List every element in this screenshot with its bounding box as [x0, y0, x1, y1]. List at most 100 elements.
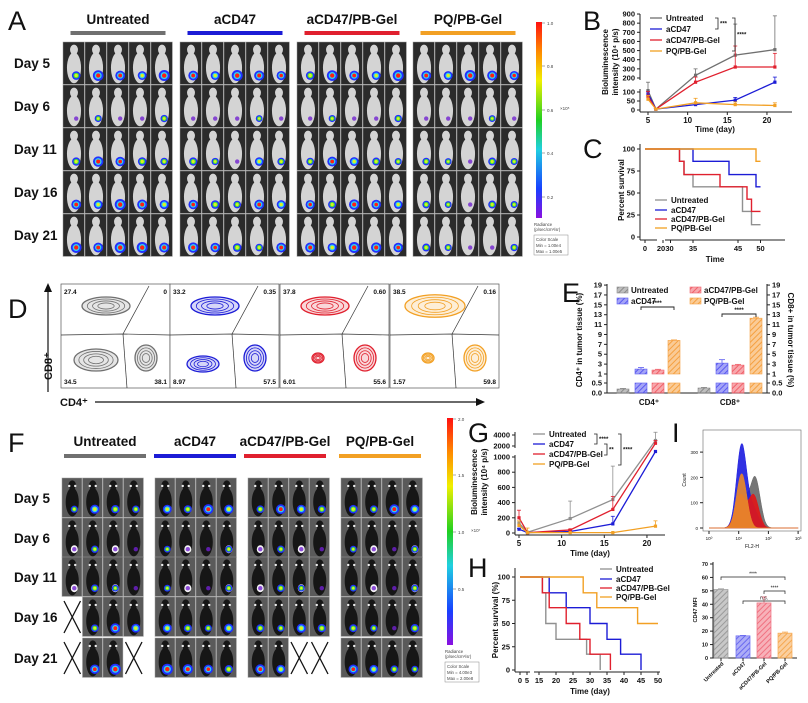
- mouse-eye: [254, 484, 257, 488]
- mouse-body: [66, 95, 82, 127]
- mouse-image: [288, 477, 310, 518]
- bar-pq-pb-gel-cd8: [749, 382, 763, 394]
- contour: [97, 302, 115, 310]
- mouse-eye: [187, 524, 190, 528]
- mouse-head: [326, 87, 334, 98]
- mouse-eye: [280, 563, 283, 567]
- tumor-signal-core: [191, 73, 196, 78]
- mouse-eye: [260, 603, 263, 607]
- mouse-eye: [414, 563, 417, 567]
- x-axis-label: Time (day): [570, 549, 610, 558]
- mouse-eye: [408, 524, 411, 528]
- mouse-head: [442, 216, 450, 227]
- deceased-cross: [310, 641, 329, 675]
- mouse-body: [313, 527, 327, 557]
- tumor-signal-core: [330, 117, 334, 120]
- mouse-head: [109, 599, 117, 609]
- mouse-image: [478, 170, 501, 214]
- mouse-head: [392, 173, 400, 184]
- mouse-eye: [274, 603, 277, 607]
- bar-acd47-cd4: [634, 382, 648, 394]
- tumor-signal-core: [396, 117, 400, 120]
- mouse-image: [245, 213, 268, 257]
- tumor-signal: [113, 547, 118, 552]
- mouse-head: [92, 130, 100, 141]
- mouse-image: [216, 556, 237, 597]
- tumor-signal-core: [257, 73, 262, 78]
- mouse-image: [216, 517, 237, 558]
- tumor-signal-core: [299, 626, 304, 630]
- mouse-image: [201, 41, 224, 85]
- mouse-image: [402, 596, 423, 637]
- contour: [300, 296, 350, 316]
- tumor-signal-core: [279, 586, 283, 590]
- mouse-head: [420, 216, 428, 227]
- mouse-eye: [373, 524, 376, 528]
- mouse-image: [384, 84, 407, 128]
- g-point-acd47-pb-gel: [517, 516, 521, 520]
- mouse-image: [154, 477, 176, 518]
- mouse-image: [309, 517, 330, 558]
- group-header-acd47-pb-gel: aCD47/PB-Gel: [240, 434, 331, 449]
- mouse-eye: [260, 563, 263, 567]
- mouse-head: [316, 480, 324, 491]
- mouse-image: [61, 477, 83, 518]
- tumor-signal-core: [300, 586, 303, 590]
- mouse-head: [370, 216, 378, 227]
- mouse-eye: [353, 603, 356, 607]
- mouse-image: [318, 213, 341, 257]
- mouse-head: [388, 599, 396, 609]
- mouse-body: [482, 95, 498, 127]
- contour: [141, 353, 151, 363]
- mouse-head: [420, 44, 428, 55]
- mouse-head: [158, 87, 166, 98]
- day-label-day-6: Day 6: [14, 99, 51, 114]
- mouse-head: [392, 216, 400, 227]
- day-label-day-5: Day 5: [14, 56, 51, 71]
- group-color-bar-pq-pb-gel: [420, 31, 516, 35]
- group-color-bar-untreated: [70, 31, 166, 35]
- mouse-image: [128, 127, 151, 171]
- y-tick-label-left: 0.0: [592, 389, 602, 398]
- mouse-image: [84, 41, 107, 85]
- mouse-image: [412, 41, 435, 85]
- tumor-signal-core: [118, 202, 123, 207]
- contour: [315, 355, 321, 361]
- legend-label-acd47-pb-gel: aCD47/PB-Gel: [616, 584, 670, 593]
- mouse-head: [109, 559, 117, 569]
- mouse-head: [158, 130, 166, 141]
- y-axis-label: Bioluminescence: [601, 29, 610, 95]
- y-axis-label: Percent survival: [617, 159, 626, 221]
- tumor-signal-core: [374, 245, 379, 250]
- mouse-head: [304, 87, 312, 98]
- tumor-signal-core: [279, 626, 283, 630]
- mouse-eye: [187, 644, 190, 648]
- tumor-signal-core: [162, 245, 167, 250]
- tumor-signal-core: [308, 73, 312, 78]
- tumor-signal-core: [227, 547, 231, 551]
- mouse-head: [202, 559, 210, 569]
- mouse-image: [340, 477, 362, 518]
- mouse-eye: [94, 524, 97, 528]
- mouse-head: [409, 520, 417, 530]
- tumor-signal-core: [74, 73, 78, 78]
- significance-bracket: [732, 17, 736, 52]
- mouse-body: [388, 138, 404, 170]
- mouse-image: [195, 477, 217, 518]
- mouse-head: [209, 216, 217, 227]
- mouse-image: [150, 84, 173, 128]
- mouse-head: [231, 130, 239, 141]
- mouse-head: [486, 87, 494, 98]
- significance-bracket-label: ****: [599, 437, 609, 443]
- mouse-eye: [181, 603, 184, 607]
- mouse-head: [392, 44, 400, 55]
- mouse-head: [70, 216, 78, 227]
- day-label-day-5: Day 5: [14, 491, 51, 506]
- mouse-eye: [274, 563, 277, 567]
- tumor-signal-core: [213, 245, 218, 250]
- y-tick-label-right: 11: [772, 320, 780, 329]
- tumor-signal-core: [413, 667, 417, 671]
- tumor-signal: [371, 547, 376, 552]
- category-label-untreated: Untreated: [703, 661, 725, 683]
- tumor-signal-core: [372, 507, 376, 511]
